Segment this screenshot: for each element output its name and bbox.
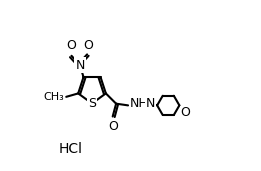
Text: CH₃: CH₃ [43, 92, 64, 102]
Text: S: S [88, 97, 96, 110]
Text: O: O [108, 120, 118, 133]
Text: O: O [67, 39, 76, 52]
Text: N: N [146, 97, 156, 110]
Text: N: N [75, 59, 85, 72]
Text: NH: NH [130, 97, 149, 110]
Text: O: O [180, 106, 190, 119]
Text: HCl: HCl [59, 142, 83, 156]
Text: O: O [84, 39, 93, 52]
